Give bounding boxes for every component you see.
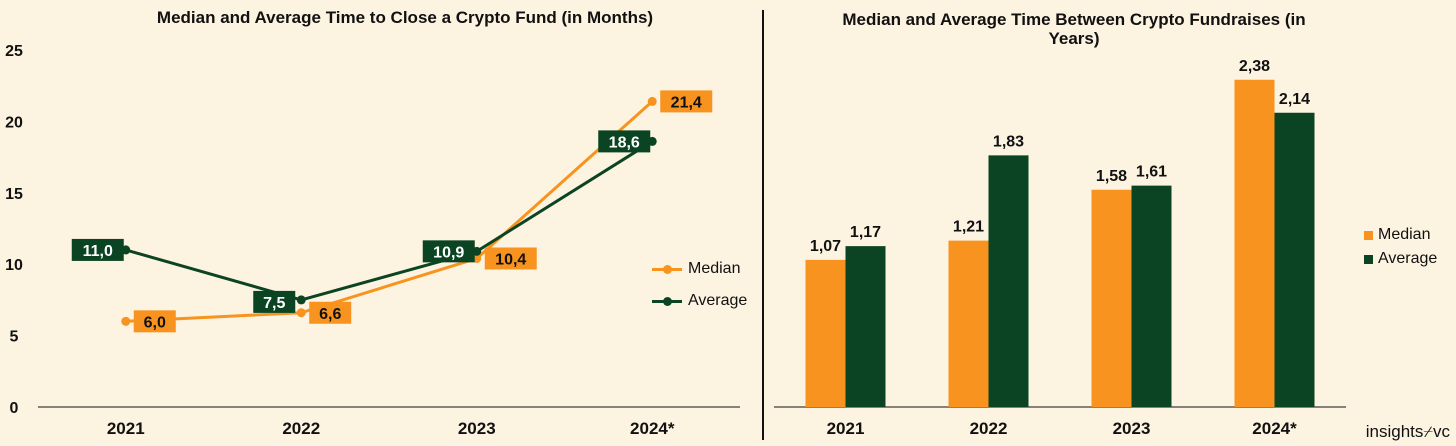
median-data-label: 6,0 [133,310,176,333]
y-tick-label: 25 [5,43,23,60]
x-tick-label: 2022 [970,419,1008,438]
median-bar-swatch [1364,230,1373,240]
bar-chart: 2021 2022 2023 2024* 1,07 1,21 1,58 2,38 1,17 1,8… [774,58,1346,438]
left-legend-average: Average [652,289,747,313]
average-data-label-text: 11,0 [83,243,113,260]
median-data-label-text: 10,4 [495,251,526,268]
average-bar [1274,112,1315,407]
median-data-label-box [484,247,537,270]
y-tick-label: 10 [5,257,23,274]
left-chart-title: Median and Average Time to Close a Crypt… [156,8,654,27]
median-bar [805,259,846,407]
x-tick-label: 2022 [282,419,320,438]
right-legend: Median Average [1364,223,1437,271]
median-bar [1091,189,1132,407]
median-point [121,316,131,326]
x-tick-label: 2024* [1252,419,1297,438]
average-data-label-box [253,290,296,313]
average-point [296,295,306,305]
left-chart-panel: Median and Average Time to Close a Crypt… [5,8,747,438]
median-data-label-text: 21,4 [671,94,702,111]
median-bar-label: 2,38 [1239,58,1270,75]
median-data-label-box [133,310,176,333]
median-data-label-text: 6,6 [319,306,341,323]
brand-right-text: vc [1433,422,1450,441]
median-data-label-text: 6,0 [144,314,166,331]
median-bar [948,240,989,407]
average-data-label-box [422,240,475,263]
brand-left-text: insights [1365,422,1424,441]
median-bar-label: 1,58 [1096,168,1127,185]
median-data-label-box [660,90,713,113]
y-tick-label: 0 [10,400,19,417]
median-bar-label: 1,21 [953,219,984,236]
average-data-label: 7,5 [253,290,296,313]
y-tick-label: 20 [5,114,23,131]
left-legend-median: Median [652,257,747,281]
average-bar-label: 1,17 [850,224,881,241]
average-bar-label: 2,14 [1279,91,1310,108]
left-legend: Median Average [652,257,747,313]
average-bar [988,155,1029,407]
x-tick-label: 2023 [1113,419,1151,438]
right-chart-panel: Median and Average Time Between Crypto F… [764,0,1456,446]
brand-glyph-icon: ⌿ [1423,424,1433,441]
median-line-swatch [652,264,682,274]
median-bar [1234,79,1275,407]
right-legend-median-label: Median [1378,226,1431,243]
average-data-label-text: 10,9 [433,244,464,261]
average-data-label: 18,6 [598,130,651,153]
insights-vc-logo: insights⌿vc [1366,422,1450,442]
panel-divider [762,10,764,440]
median-data-label-box [309,301,352,324]
average-data-label-box [71,238,124,261]
x-tick-label: 2021 [827,419,865,438]
average-bar-label: 1,83 [993,133,1024,150]
average-data-label: 10,9 [422,240,475,263]
left-legend-average-label: Average [688,292,748,309]
average-data-label-box [598,130,651,153]
line-chart: 0 5 10 15 20 25 2021 2022 2023 2024* 6,0 6,6 10,4 21,… [5,43,740,438]
y-tick-label: 15 [5,186,23,203]
average-bar-swatch [1364,254,1373,264]
median-bar-label: 1,07 [810,238,841,255]
median-data-label: 10,4 [484,247,537,270]
average-bar-label: 1,61 [1136,164,1167,181]
median-data-label: 6,6 [309,301,352,324]
y-tick-label: 5 [10,329,19,346]
x-tick-label: 2021 [107,419,145,438]
average-line-swatch [652,296,682,306]
right-legend-average: Average [1364,247,1437,271]
median-point [647,96,657,106]
average-bar [1131,185,1172,407]
right-legend-average-label: Average [1378,250,1438,267]
right-legend-median: Median [1364,223,1437,247]
left-legend-median-label: Median [688,260,741,277]
average-data-label-text: 7,5 [263,295,285,312]
median-point [296,308,306,318]
average-line [125,140,654,302]
x-tick-label: 2024* [630,419,675,438]
right-chart-title: Median and Average Time Between Crypto F… [842,10,1306,48]
x-tick-label: 2023 [458,419,496,438]
average-data-label-text: 18,6 [609,134,640,151]
average-bar [845,246,886,407]
average-data-label: 11,0 [71,238,124,261]
median-line [125,100,654,323]
median-data-label: 21,4 [660,90,713,113]
